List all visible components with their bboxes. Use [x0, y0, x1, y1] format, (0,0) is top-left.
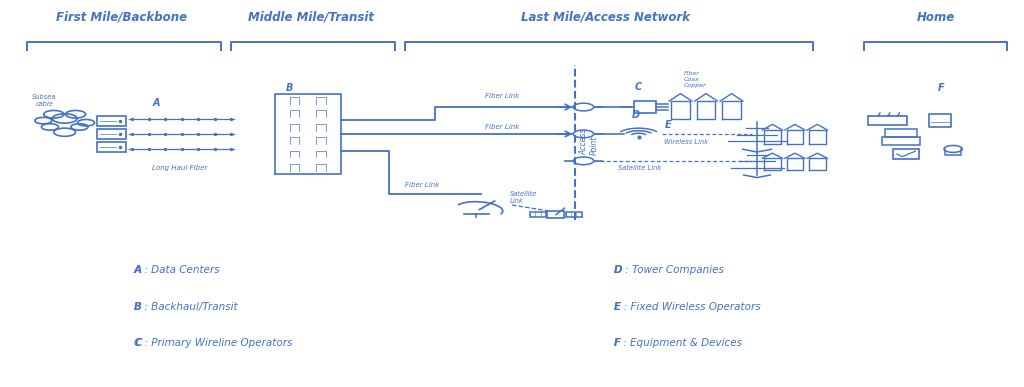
Bar — [868, 116, 907, 125]
Text: E: E — [666, 120, 672, 130]
Text: Home: Home — [916, 11, 955, 24]
Text: F: F — [614, 338, 622, 348]
Text: E : Fixed Wireless Operators: E : Fixed Wireless Operators — [614, 302, 761, 312]
Text: Fiber Link: Fiber Link — [484, 93, 519, 99]
Text: Wireless Link: Wireless Link — [664, 139, 708, 146]
Bar — [634, 101, 656, 113]
Text: Fiber
Coax
Copper: Fiber Coax Copper — [684, 71, 707, 88]
Bar — [530, 212, 546, 217]
Bar — [97, 116, 126, 126]
Text: F : Equipment & Devices: F : Equipment & Devices — [614, 338, 742, 348]
Text: Satellite Link: Satellite Link — [618, 165, 662, 171]
Bar — [885, 129, 918, 137]
Text: First Mile/Backbone: First Mile/Backbone — [56, 11, 187, 24]
Text: Long Haul Fiber: Long Haul Fiber — [153, 165, 208, 171]
Bar — [548, 211, 564, 218]
Text: A : Data Centers: A : Data Centers — [134, 265, 220, 275]
Text: Last Mile/Access Network: Last Mile/Access Network — [521, 11, 690, 24]
Bar — [929, 114, 951, 127]
Bar — [97, 129, 126, 139]
Text: B: B — [286, 83, 294, 93]
Bar — [566, 212, 582, 217]
Text: D: D — [632, 111, 640, 120]
Text: Fiber Link: Fiber Link — [404, 182, 439, 188]
Text: C: C — [134, 338, 141, 348]
Text: B : Backhaul/Transit: B : Backhaul/Transit — [134, 302, 238, 312]
Text: Access
Point: Access Point — [580, 128, 599, 155]
Text: C: C — [635, 82, 642, 92]
Text: Subsea
cable: Subsea cable — [32, 94, 56, 107]
Text: F: F — [938, 83, 944, 93]
Bar — [893, 149, 920, 159]
Text: E: E — [614, 302, 622, 312]
Text: B: B — [134, 302, 142, 312]
Bar — [882, 137, 921, 146]
Text: Satellite
Link: Satellite Link — [510, 191, 538, 204]
Text: Middle Mile/Transit: Middle Mile/Transit — [248, 11, 374, 24]
Text: D : Tower Companies: D : Tower Companies — [614, 265, 724, 275]
Bar — [97, 142, 126, 152]
Text: A: A — [153, 98, 160, 108]
Text: D: D — [614, 265, 623, 275]
Text: C : Primary Wireline Operators: C : Primary Wireline Operators — [134, 338, 293, 348]
Text: A: A — [134, 265, 142, 275]
Text: Fiber Link: Fiber Link — [484, 124, 519, 130]
